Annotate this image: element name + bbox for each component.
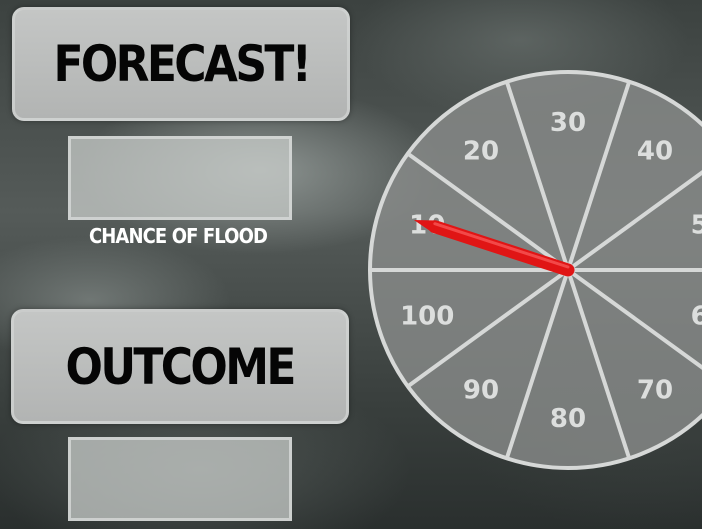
- wheel-label-90: 90: [463, 376, 499, 406]
- wheel-label-60: 60: [691, 302, 702, 332]
- wheel-divider: [566, 170, 702, 272]
- wheel-label-40: 40: [637, 136, 673, 166]
- wheel-divider: [406, 152, 570, 272]
- outcome-button[interactable]: OUTCOME: [11, 309, 349, 424]
- wheel-divider: [566, 269, 632, 459]
- wheel-label-30: 30: [550, 108, 586, 138]
- needle-shaft: [428, 220, 575, 277]
- needle-highlight: [433, 222, 570, 269]
- wheel-divider: [566, 81, 632, 271]
- needle-tip: [413, 219, 437, 233]
- wheel-label-100: 100: [400, 302, 454, 332]
- wheel-label-20: 20: [463, 136, 499, 166]
- wheel-label-80: 80: [550, 404, 586, 434]
- outcome-display: [68, 437, 292, 521]
- forecast-display: [68, 136, 292, 220]
- wheel-divider: [566, 268, 702, 370]
- wheel-divider: [504, 81, 570, 271]
- wheel-label-50: 50: [691, 210, 702, 240]
- wheel-label-70: 70: [637, 376, 673, 406]
- forecast-button[interactable]: FORECAST!: [12, 7, 350, 121]
- chance-of-flood-label: CHANCE OF FLOOD: [88, 224, 268, 248]
- wheel-divider: [504, 269, 570, 459]
- outcome-button-label: OUTCOME: [65, 337, 297, 396]
- wheel-divider: [406, 268, 570, 388]
- forecast-button-label: FORECAST!: [53, 35, 311, 93]
